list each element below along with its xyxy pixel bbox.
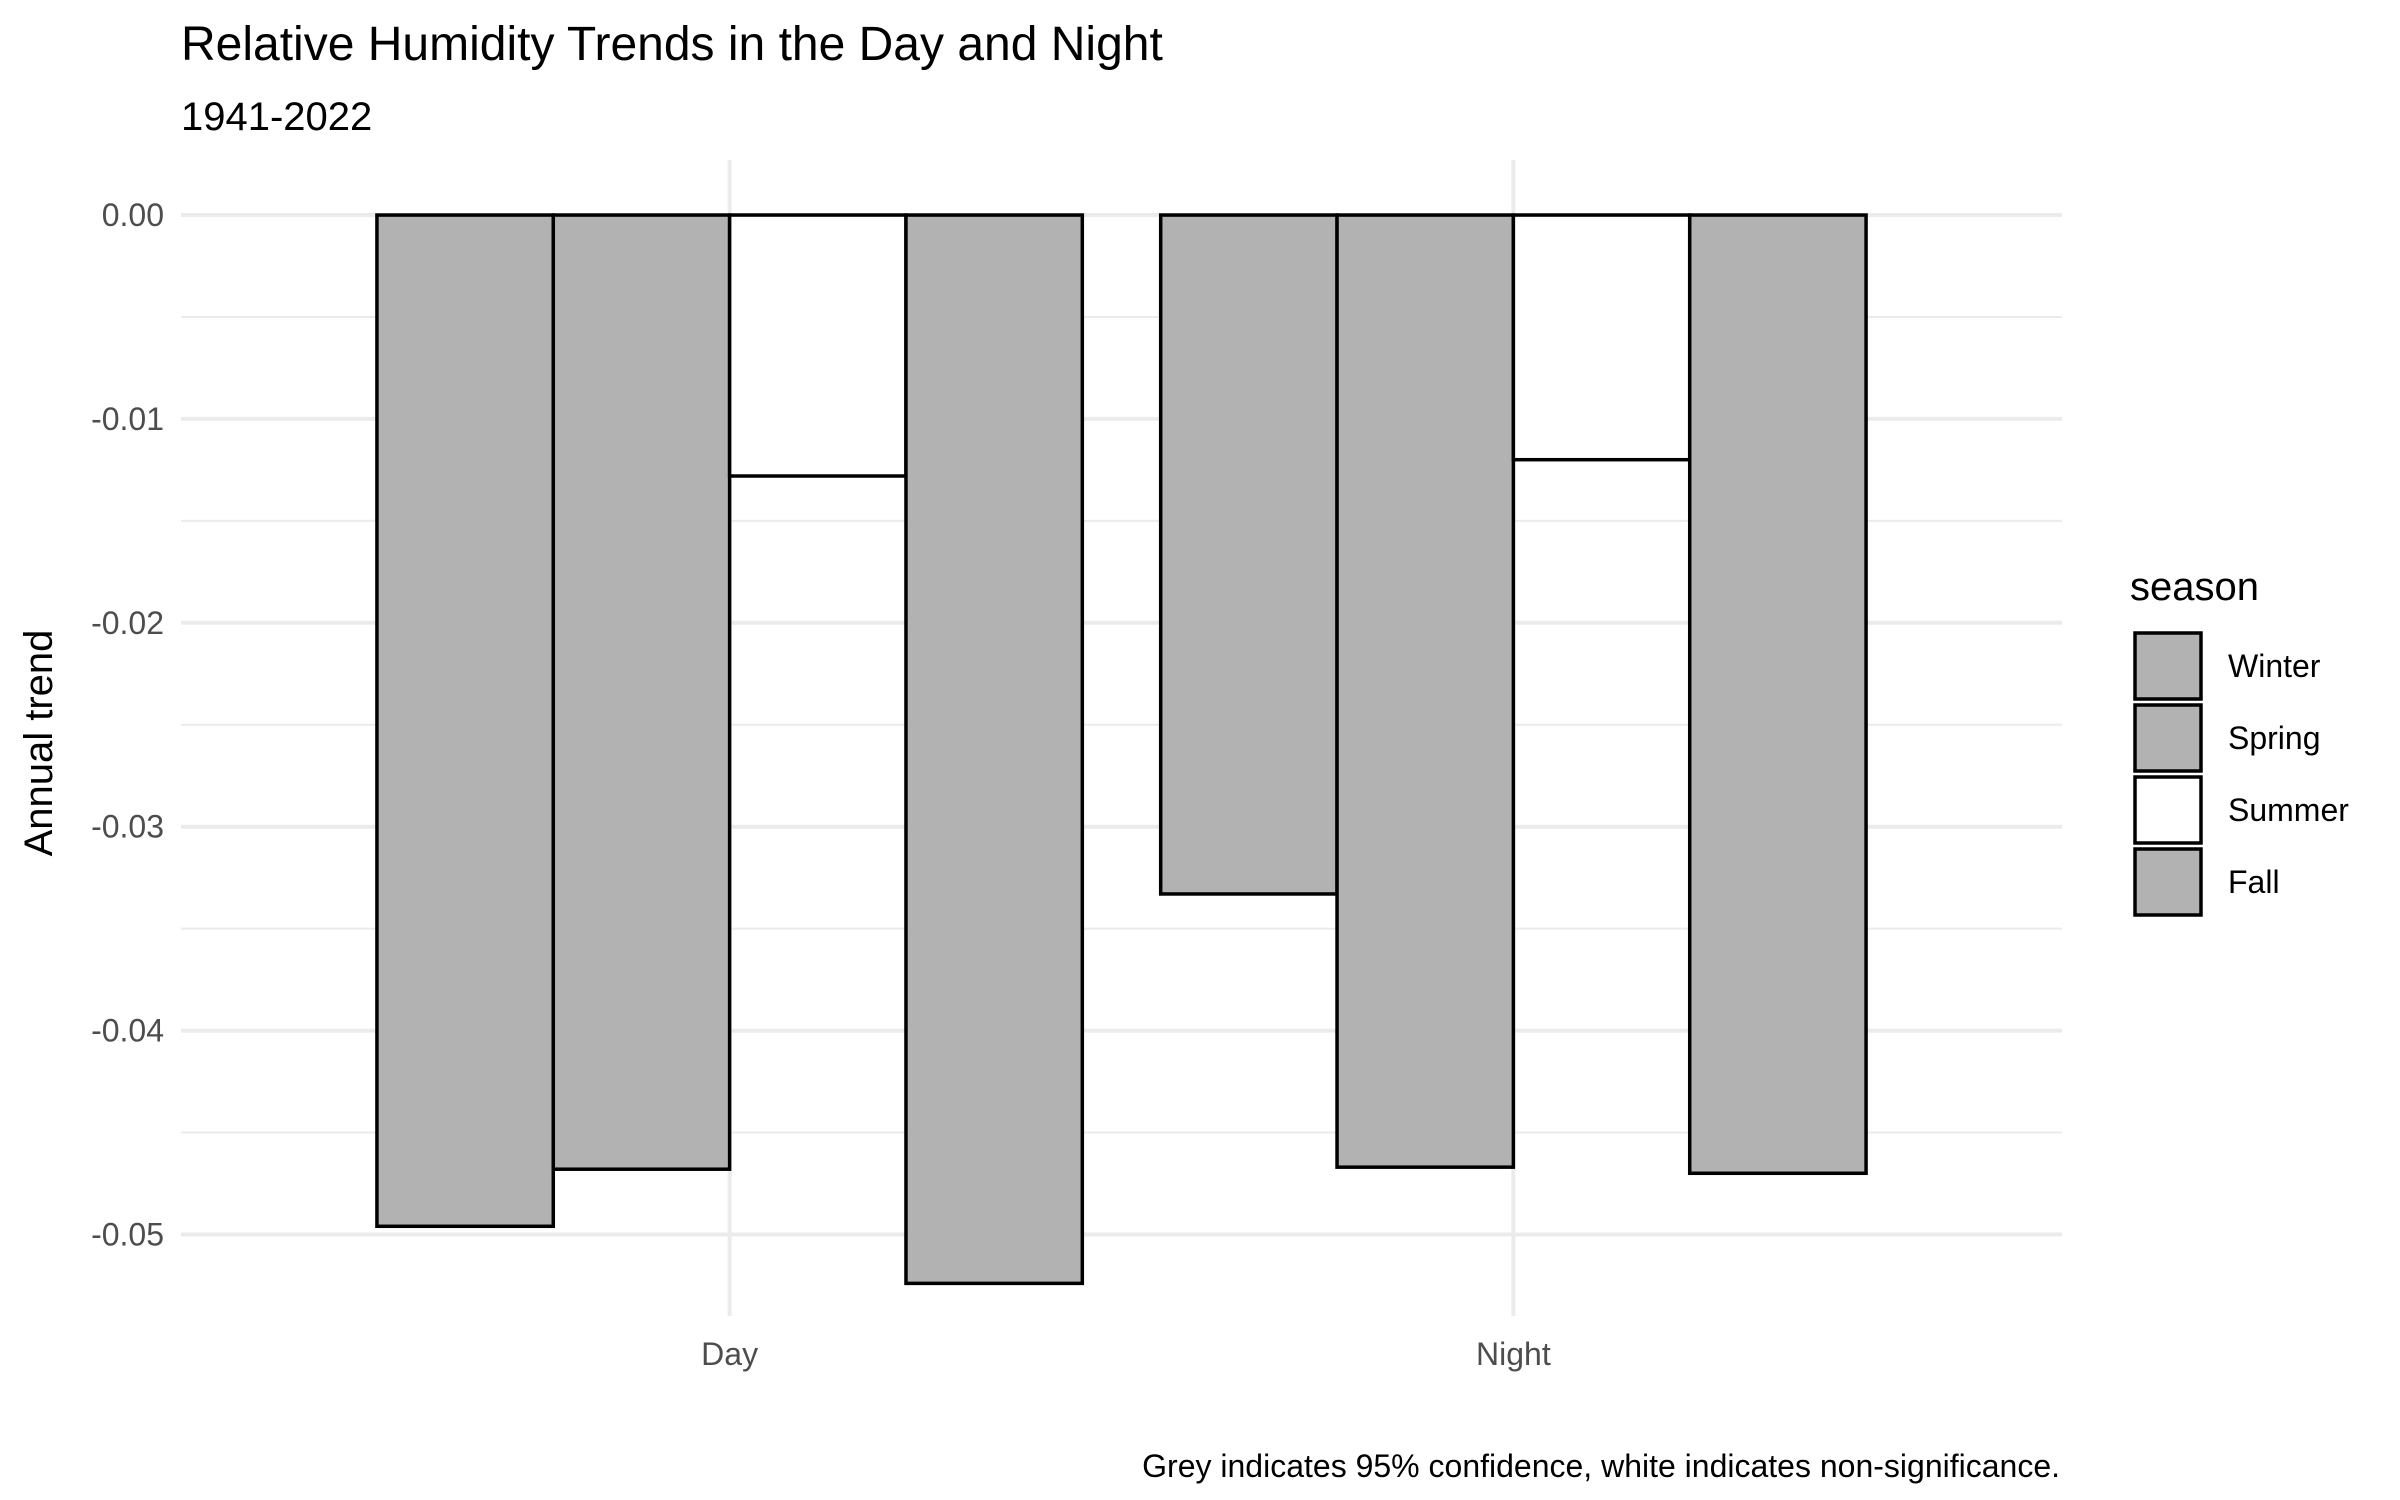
y-tick-label: 0.00 xyxy=(102,197,164,233)
bar-summer-night xyxy=(1513,215,1689,460)
bar-summer-day xyxy=(730,215,906,476)
legend-title: season xyxy=(2130,565,2259,609)
x-tick-label: Day xyxy=(701,1336,758,1372)
bar-fall-night xyxy=(1690,215,1866,1173)
legend-label-winter: Winter xyxy=(2228,648,2321,684)
legend: season Winter Spring Summer Fall xyxy=(2130,565,2349,915)
bars xyxy=(377,215,1866,1283)
bar-spring-day xyxy=(553,215,729,1169)
y-tick-label: -0.02 xyxy=(91,605,164,641)
legend-label-fall: Fall xyxy=(2228,864,2280,900)
y-tick-label: -0.01 xyxy=(91,401,164,437)
bar-spring-night xyxy=(1337,215,1513,1167)
y-tick-label: -0.03 xyxy=(91,809,164,845)
bar-winter-day xyxy=(377,215,553,1226)
chart-subtitle: 1941-2022 xyxy=(181,95,372,139)
x-tick-label: Night xyxy=(1476,1336,1551,1372)
y-tick-label: -0.04 xyxy=(91,1013,164,1049)
legend-key-summer xyxy=(2135,777,2201,843)
legend-label-spring: Spring xyxy=(2228,720,2321,756)
y-axis-label: Annual trend xyxy=(17,630,61,857)
legend-key-spring xyxy=(2135,705,2201,771)
x-axis-ticks: Day Night xyxy=(701,1336,1551,1372)
chart-title: Relative Humidity Trends in the Day and … xyxy=(181,18,1163,71)
y-axis-ticks: 0.00 -0.01 -0.02 -0.03 -0.04 -0.05 xyxy=(91,197,164,1252)
chart-caption: Grey indicates 95% confidence, white ind… xyxy=(1142,1448,2060,1484)
y-tick-label: -0.05 xyxy=(91,1216,164,1252)
legend-key-winter xyxy=(2135,633,2201,699)
legend-label-summer: Summer xyxy=(2228,792,2349,828)
legend-key-fall xyxy=(2135,849,2201,915)
bar-winter-night xyxy=(1161,215,1337,894)
bar-fall-day xyxy=(906,215,1082,1283)
